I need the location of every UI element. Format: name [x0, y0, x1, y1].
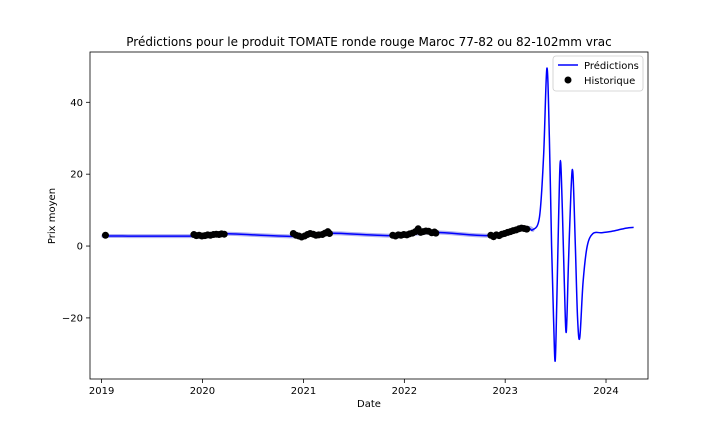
y-tick-label: −20 — [62, 313, 83, 324]
legend: Prédictions Historique — [552, 55, 644, 92]
x-axis-label: Date — [357, 399, 381, 410]
historique-points-layer — [101, 224, 531, 241]
y-tick-label: 0 — [77, 242, 83, 253]
legend-historique-swatch — [564, 76, 572, 84]
y-tick-label: 20 — [70, 170, 83, 181]
x-tick-label: 2022 — [392, 386, 417, 397]
chart-title: Prédictions pour le produit TOMATE ronde… — [126, 35, 611, 49]
x-tick-label: 2024 — [593, 386, 618, 397]
legend-historique-label: Historique — [584, 76, 635, 87]
historique-point — [326, 229, 333, 237]
x-tick-label: 2020 — [190, 386, 215, 397]
historique-point — [523, 225, 531, 233]
axes-frame — [89, 51, 649, 380]
x-tick-label: 2019 — [89, 386, 114, 397]
legend-predictions-label: Prédictions — [584, 60, 639, 72]
plot-area — [89, 51, 649, 380]
y-axis-label: Prix moyen — [47, 188, 58, 244]
x-tick-label: 2023 — [492, 386, 517, 397]
historique-point — [432, 229, 440, 237]
historique-point — [220, 230, 228, 238]
y-axis-ticks: −20 0 20 40 — [62, 98, 90, 324]
x-tick-label: 2021 — [291, 386, 316, 397]
axes-background — [90, 52, 648, 379]
y-tick-label: 40 — [70, 98, 83, 109]
historique-point — [101, 231, 109, 239]
x-axis-ticks: 2019 2020 2021 2022 2023 2024 — [89, 379, 619, 397]
